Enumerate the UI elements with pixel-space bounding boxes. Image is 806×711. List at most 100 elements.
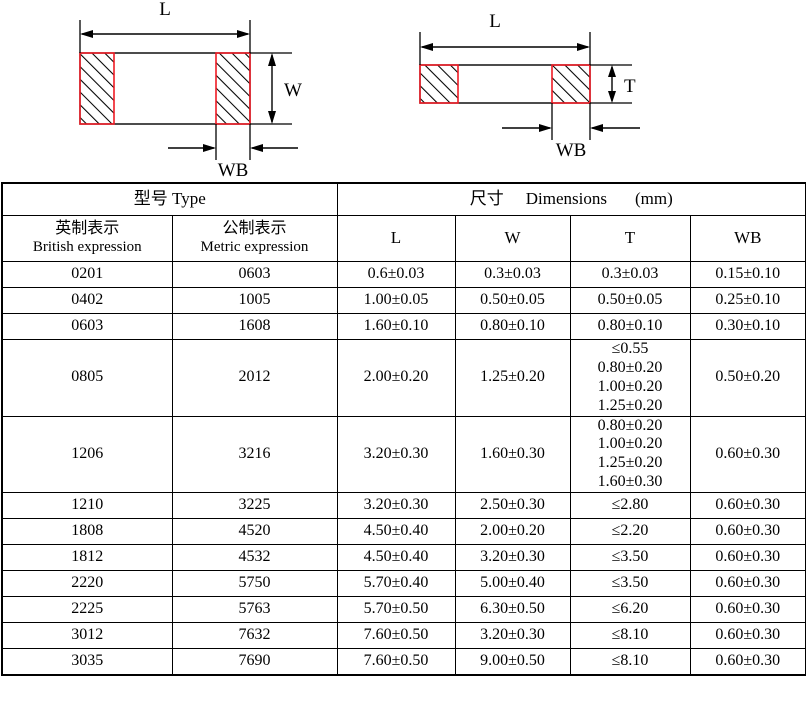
table-row: 2220 5750 5.70±0.40 5.00±0.40 ≤3.50 0.60±0.30 xyxy=(1,570,806,597)
cell-length: 7.60±0.50 xyxy=(336,622,456,649)
cell-width: 6.30±0.50 xyxy=(454,596,571,623)
header-width: W xyxy=(454,215,571,262)
table-row: 0805 2012 2.00±0.20 1.25±0.20 ≤0.55 0.80±0.20… xyxy=(1,339,806,417)
arrow-l-right-side xyxy=(577,43,590,51)
header-british-en: British expression xyxy=(32,239,142,256)
table-body: 0201 0603 0.6±0.03 0.3±0.03 0.3±0.03 0.15±0.1… xyxy=(1,261,806,676)
cell-length: 3.20±0.30 xyxy=(336,415,456,493)
cell-thickness: 0.80±0.10 xyxy=(569,313,691,340)
cell-line: ≤2.80 xyxy=(611,496,649,514)
label-wb-side: WB xyxy=(556,140,587,161)
table-row: 0402 1005 1.00±0.05 0.50±0.05 0.50±0.05 0.25±… xyxy=(1,287,806,314)
cell-length: 4.50±0.40 xyxy=(336,518,456,545)
cell-british: 0603 xyxy=(1,313,173,340)
cell-band-width: 0.60±0.30 xyxy=(689,544,806,571)
terminal-right-side xyxy=(551,64,591,104)
header-metric-en: Metric expression xyxy=(200,239,309,256)
table-row: 1210 3225 3.20±0.30 2.50±0.30 ≤2.80 0.60±0.30 xyxy=(1,492,806,519)
table-row: 3035 7690 7.60±0.50 9.00±0.50 ≤8.10 0.60±0.30 xyxy=(1,648,806,676)
cell-width: 1.60±0.30 xyxy=(454,415,571,493)
table-row: 0201 0603 0.6±0.03 0.3±0.03 0.3±0.03 0.15±0.1… xyxy=(1,261,806,288)
cell-metric: 0603 xyxy=(171,261,338,288)
header-british-cn: 英制表示 xyxy=(55,220,120,238)
header-dimensions-group: 尺寸 Dimensions (mm) xyxy=(336,182,806,216)
cell-line: 0.50±0.05 xyxy=(597,291,663,309)
arrow-wb-left xyxy=(203,144,216,152)
cell-width: 0.50±0.05 xyxy=(454,287,571,314)
cell-width: 2.50±0.30 xyxy=(454,492,571,519)
cell-british: 1210 xyxy=(1,492,173,519)
header-band-width: WB xyxy=(689,215,806,262)
cell-metric: 5750 xyxy=(171,570,338,597)
cell-british: 1206 xyxy=(1,415,173,493)
arrow-wb-right-side xyxy=(590,124,603,132)
cell-width: 9.00±0.50 xyxy=(454,648,571,676)
cell-line: 0.80±0.20 xyxy=(597,416,663,434)
cell-line: 1.00±0.20 xyxy=(597,435,663,453)
cell-band-width: 0.60±0.30 xyxy=(689,622,806,649)
cell-width: 2.00±0.20 xyxy=(454,518,571,545)
cell-line: 0.80±0.20 xyxy=(597,358,663,376)
cell-metric: 7690 xyxy=(171,648,338,676)
table-row: 0603 1608 1.60±0.10 0.80±0.10 0.80±0.10 0.30±… xyxy=(1,313,806,340)
table-row: 2225 5763 5.70±0.50 6.30±0.50 ≤6.20 0.60±0.30 xyxy=(1,596,806,623)
arrow-l-left xyxy=(80,30,93,38)
cell-length: 3.20±0.30 xyxy=(336,492,456,519)
cell-thickness: ≤3.50 xyxy=(569,570,691,597)
terminal-left-side xyxy=(419,64,459,104)
cell-british: 0201 xyxy=(1,261,173,288)
arrow-t-top xyxy=(608,65,616,77)
cell-line: ≤2.20 xyxy=(611,522,649,540)
header-metric-expression: 公制表示 Metric expression xyxy=(171,215,338,262)
cell-thickness: 0.50±0.05 xyxy=(569,287,691,314)
cell-length: 5.70±0.50 xyxy=(336,596,456,623)
cell-metric: 5763 xyxy=(171,596,338,623)
dimensions-table-container: 型号 Type 尺寸 Dimensions (mm) 英制表示 British ex… xyxy=(0,182,806,676)
cell-british: 3012 xyxy=(1,622,173,649)
arrow-w-top xyxy=(268,53,276,66)
cell-band-width: 0.30±0.10 xyxy=(689,313,806,340)
cell-british: 3035 xyxy=(1,648,173,676)
cell-metric: 3225 xyxy=(171,492,338,519)
table-row: 3012 7632 7.60±0.50 3.20±0.30 ≤8.10 0.60±0.30 xyxy=(1,622,806,649)
cell-metric: 1005 xyxy=(171,287,338,314)
header-row-group: 型号 Type 尺寸 Dimensions (mm) xyxy=(1,182,806,216)
cell-line: 1.25±0.20 xyxy=(597,454,663,472)
terminal-left-top xyxy=(79,52,115,125)
cell-british: 0805 xyxy=(1,339,173,417)
header-length: L xyxy=(336,215,456,262)
cell-thickness: ≤2.20 xyxy=(569,518,691,545)
cell-length: 2.00±0.20 xyxy=(336,339,456,417)
cell-thickness: ≤2.80 xyxy=(569,492,691,519)
header-thickness: T xyxy=(569,215,691,262)
cell-thickness: 0.80±0.20 1.00±0.20 1.25±0.20 1.60±0.30 xyxy=(569,415,691,493)
cell-width: 3.20±0.30 xyxy=(454,544,571,571)
cell-line: 1.00±0.20 xyxy=(597,377,663,395)
cell-length: 0.6±0.03 xyxy=(336,261,456,288)
cell-metric: 7632 xyxy=(171,622,338,649)
cell-thickness: ≤8.10 xyxy=(569,648,691,676)
cell-line: ≤8.10 xyxy=(611,626,649,644)
cell-thickness: ≤3.50 xyxy=(569,544,691,571)
arrow-l-right xyxy=(237,30,250,38)
cell-metric: 2012 xyxy=(171,339,338,417)
cell-width: 1.25±0.20 xyxy=(454,339,571,417)
cell-line: ≤3.50 xyxy=(611,574,649,592)
table-row: 1812 4532 4.50±0.40 3.20±0.30 ≤3.50 0.60±0.30 xyxy=(1,544,806,571)
label-t: T xyxy=(624,76,636,97)
cell-width: 0.80±0.10 xyxy=(454,313,571,340)
cell-line: 0.3±0.03 xyxy=(601,265,659,283)
arrow-l-left-side xyxy=(420,43,433,51)
header-dimensions-en: Dimensions xyxy=(525,189,607,209)
side-view-diagram: L T WB xyxy=(410,0,806,182)
cell-thickness: ≤0.55 0.80±0.20 1.00±0.20 1.25±0.20 xyxy=(569,339,691,417)
cell-band-width: 0.60±0.30 xyxy=(689,648,806,676)
header-dimensions-cn: 尺寸 xyxy=(469,189,504,209)
table-row: 1808 4520 4.50±0.40 2.00±0.20 ≤2.20 0.60±0.30 xyxy=(1,518,806,545)
cell-length: 5.70±0.40 xyxy=(336,570,456,597)
cell-band-width: 0.50±0.20 xyxy=(689,339,806,417)
cell-british: 1808 xyxy=(1,518,173,545)
cell-metric: 4520 xyxy=(171,518,338,545)
cell-band-width: 0.60±0.30 xyxy=(689,415,806,493)
cell-british: 2220 xyxy=(1,570,173,597)
